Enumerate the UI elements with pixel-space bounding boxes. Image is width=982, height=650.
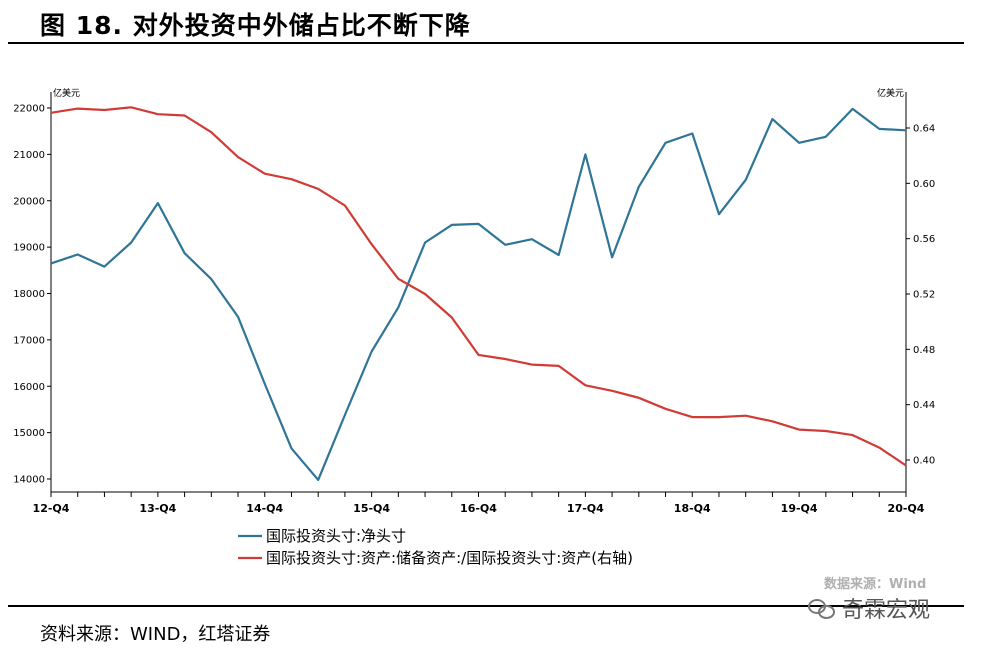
series-line-1 [50,107,907,481]
chart-canvas: 亿美元 亿美元 14000 15000 16000 17000 18000 19000 2000… [13,87,935,567]
x-tick-label: 15-Q4 [353,502,390,515]
y-left-tick-label: 15000 [13,428,45,439]
y-left-tick-label: 16000 [13,382,45,393]
top-rule [8,42,964,44]
y-left-tick-label: 20000 [13,196,45,207]
watermark-brand: 奇霖宏观 [808,592,930,624]
x-tick-label: 12-Q4 [33,502,70,515]
y-left-tick-label: 14000 [13,475,45,486]
legend-label-1: 国际投资头寸:净头寸 [266,527,406,545]
bottom-rule [8,605,964,607]
y-right-tick-label: 0.48 [913,345,935,356]
x-tick-label: 16-Q4 [460,502,497,515]
watermark-brand-text: 奇霖宏观 [842,598,931,623]
axes-layer: 亿美元 亿美元 14000 15000 16000 17000 18000 19000 2000… [13,87,935,515]
y-right-unit: 亿美元 [877,87,904,99]
wechat-icon [808,597,836,619]
series-layer [50,106,907,481]
y-left-tick-label: 17000 [13,335,45,346]
x-tick-label: 13-Q4 [139,502,176,515]
y-right-tick-label: 0.44 [913,400,935,411]
x-tick-label: 19-Q4 [781,502,818,515]
y-right-tick-label: 0.52 [913,290,935,301]
y-right-tick-label: 0.64 [913,124,935,135]
legend-label-2: 国际投资头寸:资产:储备资产:/国际投资头寸:资产(右轴) [266,549,633,567]
chart-title: 图 18. 对外投资中外储占比不断下降 [40,11,471,40]
y-left-tick-label: 18000 [13,289,45,300]
y-left-unit: 亿美元 [53,87,80,99]
y-left-tick-label: 19000 [13,243,45,254]
watermark-source: 数据来源：Wind [824,577,927,592]
x-tick-label: 18-Q4 [674,502,711,515]
y-right-tick-label: 0.56 [913,234,935,245]
series-line-2 [50,106,907,467]
x-tick-label: 17-Q4 [567,502,604,515]
x-tick-label: 20-Q4 [888,502,925,515]
y-right-tick-label: 0.60 [913,179,935,190]
y-left-tick-label: 22000 [13,104,45,115]
y-left-tick-label: 21000 [13,150,45,161]
y-right-tick-label: 0.40 [913,456,935,467]
x-tick-label: 14-Q4 [246,502,283,515]
source-note: 资料来源：WIND，红塔证券 [40,624,271,645]
